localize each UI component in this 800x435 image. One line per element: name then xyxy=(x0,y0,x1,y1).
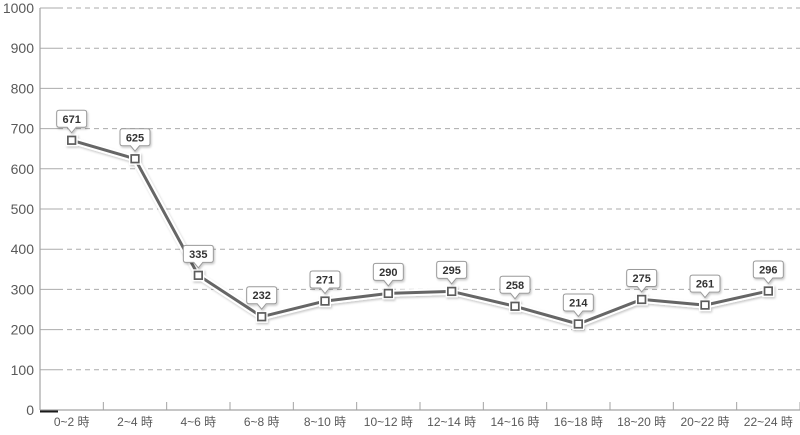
y-axis-tick-label: 700 xyxy=(11,121,35,137)
x-axis-category-label: 2~4 時 xyxy=(117,415,153,429)
y-axis-tick-label: 0 xyxy=(26,402,34,418)
series-line xyxy=(70,138,770,326)
y-axis-tick-label: 300 xyxy=(11,281,35,297)
x-axis-category-label: 8~10 時 xyxy=(304,415,346,429)
data-label-value: 214 xyxy=(569,297,588,309)
data-label-value: 271 xyxy=(316,275,334,287)
x-axis-category-label: 0~2 時 xyxy=(54,415,90,429)
data-point-marker xyxy=(510,301,520,311)
data-point-marker xyxy=(257,312,267,322)
data-point-marker xyxy=(67,135,77,145)
data-label-value: 671 xyxy=(62,114,80,126)
y-axis-tick-label: 500 xyxy=(11,201,35,217)
x-axis-category-label: 20~22 時 xyxy=(680,415,729,429)
data-point-marker xyxy=(447,286,457,297)
data-label-callout xyxy=(752,260,784,285)
data-label-callout xyxy=(119,128,151,153)
data-point-marker xyxy=(763,286,773,296)
data-point-marker xyxy=(383,288,393,299)
data-label-value: 290 xyxy=(379,267,397,279)
x-axis-category-label: 12~14 時 xyxy=(427,415,476,429)
data-point-marker xyxy=(193,270,203,280)
data-label-callout xyxy=(372,262,404,287)
x-axis-category-label: 4~6 時 xyxy=(180,415,216,429)
y-axis-tick-label: 100 xyxy=(11,362,35,378)
data-label-value: 295 xyxy=(442,265,460,277)
data-point-marker xyxy=(700,300,710,310)
data-point-marker xyxy=(320,296,330,306)
x-axis-category-label: 16~18 時 xyxy=(554,415,603,429)
x-axis-category-label: 22~24 時 xyxy=(744,415,793,429)
y-axis-tick-label: 400 xyxy=(11,241,35,257)
data-label-callout xyxy=(689,274,721,299)
data-label-value: 335 xyxy=(189,249,207,261)
data-label-value: 258 xyxy=(506,280,524,292)
data-label-value: 232 xyxy=(252,290,270,302)
data-label-callout xyxy=(562,293,594,318)
data-label-value: 261 xyxy=(696,279,714,291)
data-label-callout xyxy=(436,260,468,285)
data-label-callout xyxy=(499,275,531,300)
y-axis-tick-label: 1000 xyxy=(3,0,34,16)
y-axis-tick-label: 800 xyxy=(11,80,35,96)
data-label-value: 275 xyxy=(632,273,650,285)
data-point-marker xyxy=(573,319,583,329)
data-label-callout xyxy=(309,270,341,295)
y-axis-tick-label: 900 xyxy=(11,40,35,56)
data-label-callout xyxy=(246,286,278,311)
data-point-marker xyxy=(130,154,140,164)
x-axis-category-label: 10~12 時 xyxy=(364,415,413,429)
x-axis-category-label: 14~16 時 xyxy=(490,415,539,429)
data-label-value: 625 xyxy=(126,132,144,144)
data-point-marker xyxy=(637,294,647,305)
data-label-callout xyxy=(56,109,88,134)
series-group xyxy=(65,134,775,330)
data-label-callout xyxy=(182,244,214,269)
y-axis-tick-label: 600 xyxy=(11,161,35,177)
data-label-callout xyxy=(626,268,658,293)
x-axis-category-label: 6~8 時 xyxy=(244,415,280,429)
y-axis-tick-label: 200 xyxy=(11,322,35,338)
data-label-value: 296 xyxy=(759,265,777,277)
x-axis-category-label: 18~20 時 xyxy=(617,415,666,429)
